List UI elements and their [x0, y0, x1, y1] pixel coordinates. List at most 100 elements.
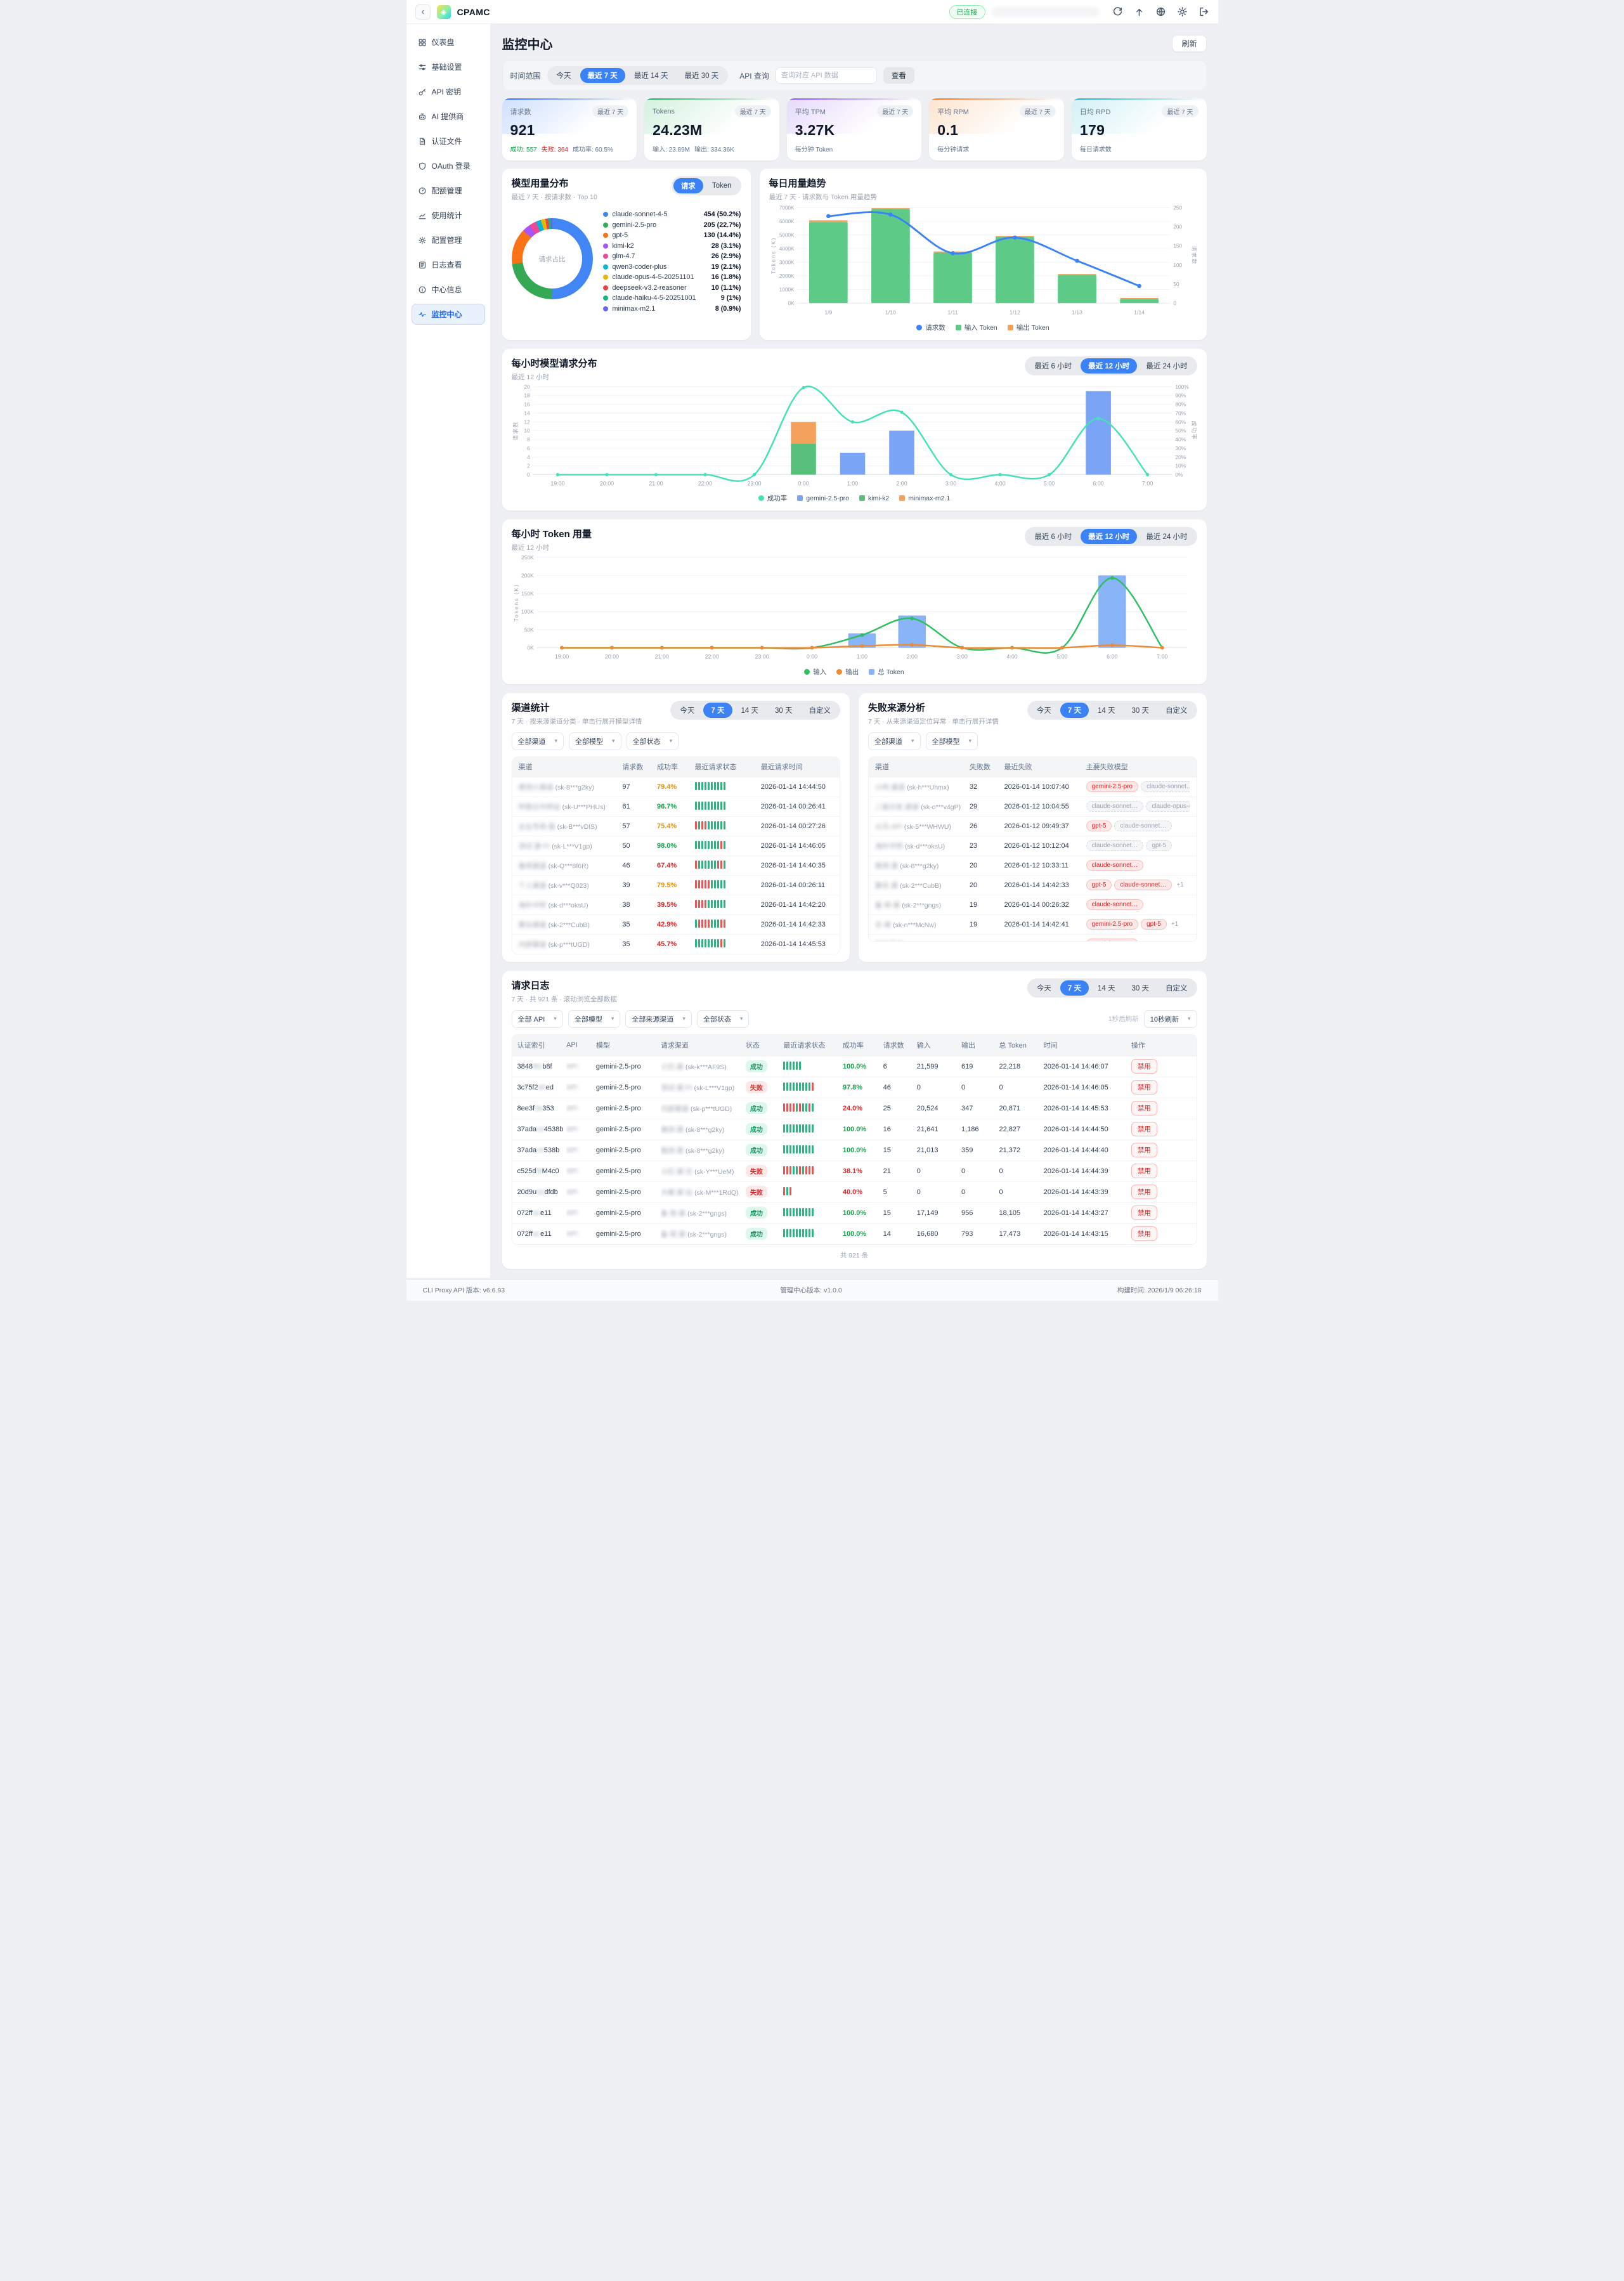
log-row[interactable]: 8ee3f9a353 API gemini-2.5-pro 内部渠道 (sk-p…: [512, 1097, 1197, 1119]
hourly-model-range-2[interactable]: 最近 24 小时: [1138, 358, 1195, 374]
channel-row[interactable]: 测试 渠 PI (sk-L***V1gp) 50 98.0% 2026-01-1…: [512, 835, 840, 855]
disable-button[interactable]: 禁用: [1131, 1164, 1157, 1179]
hourly-token-range-0[interactable]: 最近 6 小时: [1027, 529, 1079, 544]
disable-button[interactable]: 禁用: [1131, 1059, 1157, 1074]
channel-row[interactable]: 聚合渠道 (sk-2***CubB) 35 42.9% 2026-01-14 1…: [512, 914, 840, 934]
svg-text:20:00: 20:00: [604, 654, 618, 660]
log-row[interactable]: 3848f81b8f API gemini-2.5-pro 小巴 渠 (sk-k…: [512, 1055, 1197, 1077]
log-row[interactable]: 072ffa1e11 API gemini-2.5-pro 备 用 渠 (sk-…: [512, 1223, 1197, 1244]
disable-button[interactable]: 禁用: [1131, 1101, 1157, 1116]
refresh-interval-select[interactable]: 10秒刷新 ▾: [1143, 1010, 1197, 1028]
failure-row[interactable]: 二级分发 渠道 (sk-o***v4gP) 29 2026-01-12 10:0…: [869, 796, 1197, 816]
api-query-input[interactable]: [775, 67, 877, 84]
disable-button[interactable]: 禁用: [1131, 1226, 1157, 1242]
time-range-1[interactable]: 最近 7 天: [580, 68, 625, 83]
sidebar-item-usage-stats[interactable]: 使用统计: [412, 205, 485, 226]
theme-sun-icon[interactable]: [1177, 6, 1188, 17]
failure-row[interactable]: 备 用 渠 (sk-2***gngs) 19 2026-01-14 00:26:…: [869, 894, 1197, 914]
disable-button[interactable]: 禁用: [1131, 1205, 1157, 1221]
log-filter-0[interactable]: 全部 API ▾: [511, 1010, 563, 1028]
log-range-1[interactable]: 7 天: [1060, 980, 1089, 996]
channel-range-4[interactable]: 自定义: [802, 703, 839, 718]
time-range-3[interactable]: 最近 30 天: [677, 68, 727, 83]
sidebar-item-config[interactable]: 配置管理: [412, 230, 485, 250]
log-row[interactable]: 3c75f2d4ed API gemini-2.5-pro 测试 渠 PI (s…: [512, 1076, 1197, 1098]
channel-row[interactable]: 备用渠道 (sk-Q***8f6R) 46 67.4% 2026-01-14 1…: [512, 855, 840, 875]
failure-row[interactable]: 火鸟 API (sk-5***WHWU) 26 2026-01-12 09:49…: [869, 816, 1197, 836]
log-filter-1[interactable]: 全部模型 ▾: [568, 1010, 621, 1028]
failure-row[interactable]: 小鸣 渠道 (sk-h***Uhmx) 32 2026-01-14 10:07:…: [869, 776, 1197, 796]
channel-row[interactable]: 内部渠道 (sk-p***tUGD) 35 45.7% 2026-01-14 1…: [512, 933, 840, 954]
channel-filter-0[interactable]: 全部渠道 ▾: [511, 732, 564, 750]
hourly-token-range-2[interactable]: 最近 24 小时: [1138, 529, 1195, 544]
channel-row[interactable]: 阿里云中转站 (sk-U***PHUs) 61 96.7% 2026-01-14…: [512, 796, 840, 816]
hourly-model-range-0[interactable]: 最近 6 小时: [1027, 358, 1079, 374]
channel-row[interactable]: 个人渠道 (sk-v***Q023) 39 79.5% 2026-01-14 0…: [512, 874, 840, 895]
sidebar-item-center-info[interactable]: 中心信息: [412, 279, 485, 300]
log-filter-3[interactable]: 全部状态 ▾: [696, 1010, 750, 1028]
channel-filter-1[interactable]: 全部模型 ▾: [569, 732, 621, 750]
time-range-0[interactable]: 今天: [549, 68, 579, 83]
failure-range-1[interactable]: 7 天: [1060, 702, 1089, 718]
log-row[interactable]: 072ffa1e11 API gemini-2.5-pro 备 用 渠 (sk-…: [512, 1202, 1197, 1223]
hourly-token-range-1[interactable]: 最近 12 小时: [1081, 529, 1138, 545]
log-range-3[interactable]: 30 天: [1124, 980, 1157, 996]
model-toggle-1[interactable]: Token: [705, 178, 739, 193]
channel-row[interactable]: 企业专用 盘 (sk-B***vDIS) 57 75.4% 2026-01-14…: [512, 816, 840, 836]
sidebar-item-monitor[interactable]: 监控中心: [411, 304, 485, 325]
refresh-button[interactable]: 刷新: [1172, 35, 1207, 52]
svg-text:6:00: 6:00: [1107, 654, 1117, 660]
channel-row[interactable]: 微测小渠道 (sk-8***g2ky) 97 79.4% 2026-01-14 …: [512, 776, 840, 796]
channel-filter-2[interactable]: 全部状态 ▾: [626, 732, 679, 750]
sidebar-item-auth-files[interactable]: 认证文件: [412, 131, 485, 152]
disable-button[interactable]: 禁用: [1131, 1122, 1157, 1137]
sidebar-collapse-button[interactable]: [415, 4, 431, 20]
failure-filter-1[interactable]: 全部模型 ▾: [925, 732, 978, 750]
view-button[interactable]: 查看: [883, 67, 914, 84]
failed-model-pill: gpt-5: [1146, 840, 1173, 852]
disable-button[interactable]: 禁用: [1131, 1143, 1157, 1158]
channel-range-1[interactable]: 7 天: [703, 702, 732, 718]
upload-icon[interactable]: [1134, 6, 1145, 17]
failure-range-0[interactable]: 今天: [1029, 703, 1059, 718]
channel-range-0[interactable]: 今天: [672, 703, 702, 718]
sidebar-item-dashboard[interactable]: 仪表盘: [412, 32, 485, 53]
disable-button[interactable]: 禁用: [1131, 1185, 1157, 1200]
log-range-0[interactable]: 今天: [1029, 980, 1059, 996]
failure-range-2[interactable]: 14 天: [1090, 703, 1123, 718]
failure-row[interactable]: 其他渠道 (sk-E***hJtL) 18 2026-01-14 10:06:2…: [869, 933, 1197, 941]
svg-text:19:00: 19:00: [554, 654, 568, 660]
failure-range-3[interactable]: 30 天: [1124, 703, 1157, 718]
sidebar-item-ai-providers[interactable]: AI 提供商: [412, 106, 485, 127]
failure-filter-0[interactable]: 全部渠道 ▾: [868, 732, 921, 750]
log-row[interactable]: 37adac4538b API gemini-2.5-pro 微测 渠 (sk-…: [512, 1139, 1197, 1160]
time-range-2[interactable]: 最近 14 天: [627, 68, 676, 83]
globe-icon[interactable]: [1155, 6, 1166, 17]
svg-text:4:00: 4:00: [994, 480, 1005, 486]
channel-key: (sk-8***g2ky): [900, 862, 939, 870]
failure-row[interactable]: 微测 渠 (sk-8***g2ky) 20 2026-01-12 10:33:1…: [869, 855, 1197, 875]
logout-icon[interactable]: [1199, 6, 1209, 17]
failure-row[interactable]: 聚合 渠 (sk-2***CubB) 20 2026-01-14 14:42:3…: [869, 874, 1197, 895]
log-range-2[interactable]: 14 天: [1090, 980, 1123, 996]
log-filter-2[interactable]: 全部来源渠道 ▾: [625, 1010, 692, 1028]
sidebar-item-logs[interactable]: 日志查看: [412, 254, 485, 275]
failure-row[interactable]: 海外中转 (sk-d***oksU) 23 2026-01-12 10:12:0…: [869, 835, 1197, 855]
failure-row[interactable]: 合 维 (sk-n***McNw) 19 2026-01-14 14:42:41…: [869, 914, 1197, 934]
refresh-icon[interactable]: [1112, 6, 1123, 17]
log-row[interactable]: c525d8fM4c0 API gemini-2.5-pro 小巴 渠 空 (s…: [512, 1160, 1197, 1181]
log-range-4[interactable]: 自定义: [1158, 980, 1195, 996]
model-toggle-0[interactable]: 请求: [673, 178, 703, 193]
sidebar-item-oauth-login[interactable]: OAuth 登录: [412, 155, 485, 176]
channel-range-2[interactable]: 14 天: [734, 703, 767, 718]
channel-row[interactable]: 海外中转 (sk-d***oksU) 38 39.5% 2026-01-14 1…: [512, 894, 840, 914]
log-row[interactable]: 37adac44538b API gemini-2.5-pro 微测 渠 (sk…: [512, 1118, 1197, 1140]
log-row[interactable]: 20d9ue2dfdb API gemini-2.5-pro 大模 渠 站 (s…: [512, 1181, 1197, 1202]
disable-button[interactable]: 禁用: [1131, 1080, 1157, 1095]
failure-range-4[interactable]: 自定义: [1158, 703, 1195, 718]
sidebar-item-api-keys[interactable]: API 密钥: [412, 81, 485, 102]
sidebar-item-quota[interactable]: 配额管理: [412, 180, 485, 201]
channel-range-3[interactable]: 30 天: [767, 703, 800, 718]
hourly-model-range-1[interactable]: 最近 12 小时: [1081, 358, 1138, 374]
sidebar-item-basic-settings[interactable]: 基础设置: [412, 56, 485, 77]
